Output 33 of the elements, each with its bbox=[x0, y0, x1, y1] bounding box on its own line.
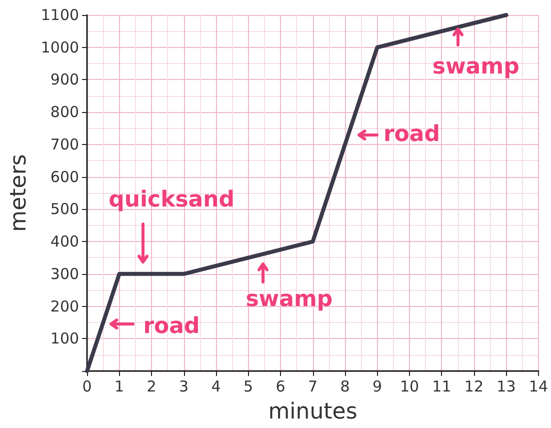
y-tick-label: 1000 bbox=[40, 38, 80, 56]
annotation: swamp bbox=[246, 287, 333, 312]
x-tick-label: 11 bbox=[432, 378, 452, 396]
x-tick-label: 7 bbox=[308, 378, 318, 396]
y-tick-label: 300 bbox=[50, 264, 80, 283]
x-tick-label: 14 bbox=[528, 378, 548, 396]
x-tick-label: 8 bbox=[340, 378, 350, 396]
y-tick-label: 800 bbox=[50, 103, 80, 122]
y-tick-label: 700 bbox=[50, 135, 80, 154]
annotation: road bbox=[143, 314, 200, 339]
x-tick-label: 2 bbox=[146, 378, 156, 396]
annotation: swamp bbox=[432, 54, 520, 80]
y-tick-label: 400 bbox=[50, 232, 80, 251]
x-tick-label: 6 bbox=[276, 378, 286, 396]
annotation: quicksand bbox=[108, 187, 235, 212]
x-tick-label: 4 bbox=[211, 378, 221, 396]
x-tick-label: 12 bbox=[464, 378, 484, 396]
y-tick-label: 900 bbox=[50, 70, 80, 89]
x-tick-label: 10 bbox=[400, 378, 420, 396]
x-axis-title: minutes bbox=[268, 400, 358, 424]
x-tick-label: 9 bbox=[372, 378, 382, 396]
y-tick-label: 600 bbox=[50, 168, 80, 186]
x-tick-label: 13 bbox=[496, 378, 516, 396]
y-tick-label: 200 bbox=[50, 297, 80, 316]
y-tick-label: 1100 bbox=[40, 6, 80, 24]
y-tick-label: 100 bbox=[50, 330, 80, 348]
x-tick-label: 5 bbox=[244, 378, 254, 396]
x-tick-label: 0 bbox=[82, 378, 92, 396]
x-tick-label: 3 bbox=[179, 378, 189, 396]
annotation: road bbox=[383, 122, 440, 148]
y-tick-label: 500 bbox=[50, 200, 80, 218]
y-axis-title: meters bbox=[6, 154, 32, 232]
x-tick-label: 1 bbox=[114, 378, 124, 396]
